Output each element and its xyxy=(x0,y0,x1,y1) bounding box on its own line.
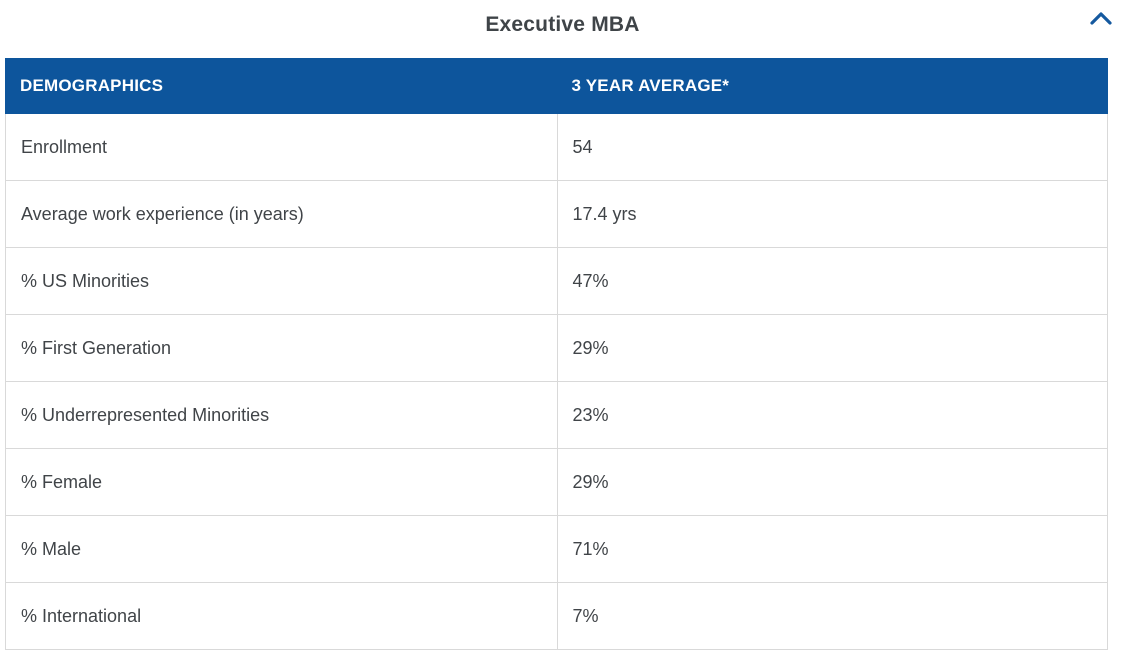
table-row: Enrollment 54 xyxy=(6,114,1107,181)
row-label: % First Generation xyxy=(21,337,172,358)
row-value: 23% xyxy=(556,382,1108,448)
table-row: % Male 71% xyxy=(6,516,1107,583)
chevron-up-icon[interactable] xyxy=(1089,9,1113,27)
section-header: Executive MBA xyxy=(0,0,1125,58)
row-label: % Female xyxy=(21,471,103,492)
row-value: 47% xyxy=(556,248,1108,314)
row-label: Average work experience (in years) xyxy=(21,203,304,224)
column-header-3-year-average: 3 YEAR AVERAGE* xyxy=(571,76,730,95)
row-value: 71% xyxy=(556,516,1108,582)
table-row: % US Minorities 47% xyxy=(6,248,1107,315)
table-row: % Female 29% xyxy=(6,449,1107,516)
table-body: Enrollment 54 Average work experience (in … xyxy=(5,114,1108,650)
row-value: 7% xyxy=(556,583,1108,649)
table-row: % International 7% xyxy=(6,583,1107,650)
row-label: % International xyxy=(21,605,142,626)
row-value: 29% xyxy=(556,449,1108,515)
page-title: Executive MBA xyxy=(485,13,640,36)
column-header-demographics: DEMOGRAPHICS xyxy=(20,76,164,95)
demographics-table: DEMOGRAPHICS 3 YEAR AVERAGE* Enrollment 5… xyxy=(5,58,1108,650)
row-value: 17.4 yrs xyxy=(556,181,1108,247)
row-label: % Underrepresented Minorities xyxy=(21,404,270,425)
table-row: Average work experience (in years) 17.4 y… xyxy=(6,181,1107,248)
row-label: % Male xyxy=(21,538,82,559)
row-value: 29% xyxy=(556,315,1108,381)
row-label: Enrollment xyxy=(21,136,108,157)
table-row: % First Generation 29% xyxy=(6,315,1107,382)
row-label: % US Minorities xyxy=(21,270,150,291)
table-row: % Underrepresented Minorities 23% xyxy=(6,382,1107,449)
table-header-row: DEMOGRAPHICS 3 YEAR AVERAGE* xyxy=(5,58,1108,114)
row-value: 54 xyxy=(556,114,1108,180)
